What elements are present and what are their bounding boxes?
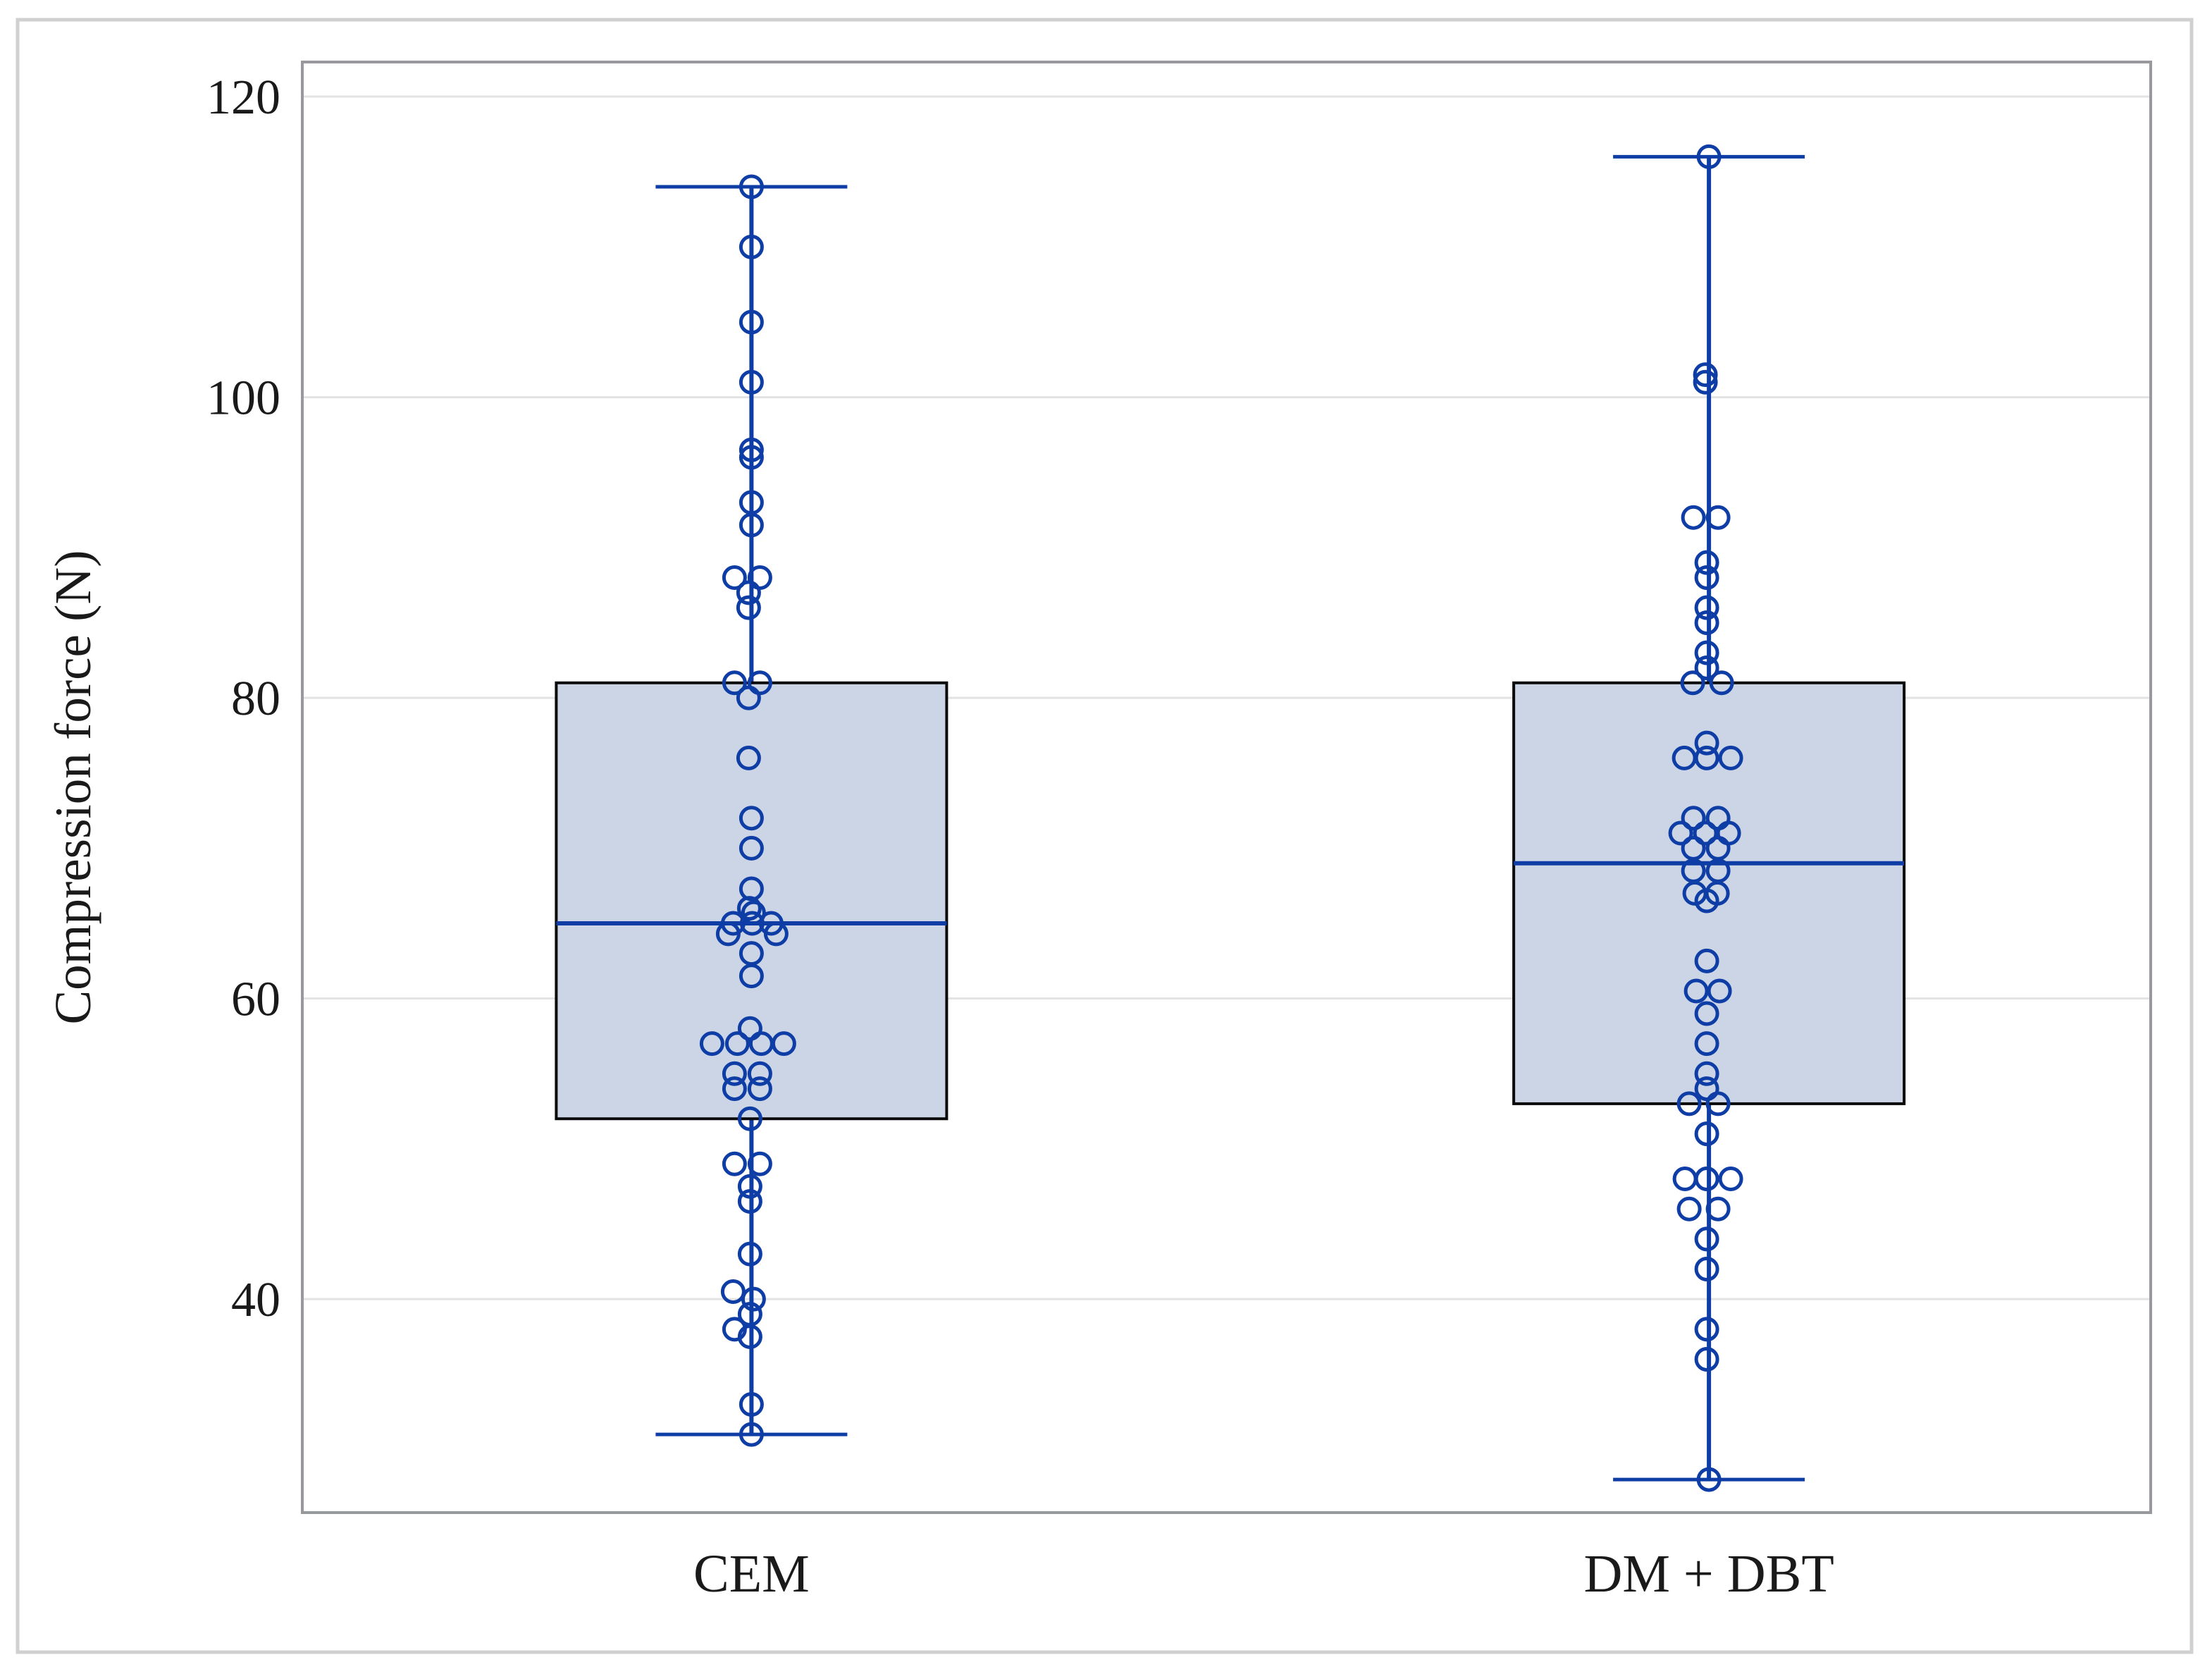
- data-point: [1694, 595, 1719, 620]
- data-point: [763, 921, 789, 947]
- data-point: [1694, 1061, 1719, 1086]
- data-point: [736, 580, 761, 605]
- data-point: [1680, 670, 1705, 696]
- data-point: [722, 1061, 747, 1086]
- data-point: [736, 896, 762, 921]
- data-point: [737, 1324, 762, 1349]
- data-point: [1694, 550, 1719, 575]
- data-point: [739, 445, 764, 470]
- data-point: [1694, 888, 1719, 913]
- data-point: [1694, 565, 1719, 590]
- y-tick-label-100: 100: [206, 371, 280, 425]
- data-point: [739, 512, 764, 538]
- y-tick-label-40: 40: [231, 1273, 280, 1327]
- data-point: [1693, 369, 1718, 395]
- data-point: [737, 1189, 762, 1214]
- data-point: [715, 921, 741, 947]
- figure-border: [16, 18, 2194, 1654]
- data-point: [699, 1031, 724, 1057]
- data-point: [741, 900, 766, 925]
- data-point: [739, 1422, 764, 1447]
- data-point: [1676, 1091, 1702, 1116]
- data-point: [739, 437, 764, 462]
- data-point: [1707, 978, 1732, 1004]
- data-point: [771, 1031, 796, 1057]
- data-point: [1668, 820, 1693, 846]
- plot-frame: [301, 61, 2152, 1514]
- data-point: [739, 174, 764, 199]
- data-point: [739, 369, 764, 395]
- data-point: [739, 1391, 764, 1417]
- data-point: [739, 806, 764, 831]
- data-point: [1694, 1121, 1719, 1147]
- data-point: [736, 685, 761, 710]
- data-point: [1718, 1167, 1743, 1192]
- data-point: [736, 595, 761, 620]
- data-point: [722, 1151, 747, 1176]
- data-point: [741, 1286, 766, 1312]
- data-point: [1694, 1167, 1719, 1192]
- data-point: [724, 1031, 750, 1057]
- data-point: [1681, 505, 1706, 530]
- data-point: [1693, 820, 1718, 846]
- data-point: [1694, 1257, 1719, 1282]
- data-point: [722, 1076, 747, 1102]
- data-point: [1694, 745, 1719, 770]
- data-point: [1694, 730, 1719, 756]
- y-tick-label-120: 120: [206, 70, 280, 125]
- data-point: [1705, 1196, 1731, 1221]
- data-point: [722, 670, 747, 696]
- data-point: [1683, 978, 1709, 1004]
- data-point: [739, 835, 764, 861]
- data-point: [736, 745, 761, 770]
- data-point: [1694, 1346, 1719, 1372]
- x-category-label-1: CEM: [693, 1544, 810, 1604]
- data-point: [747, 1151, 772, 1176]
- y-tick-label-80: 80: [231, 672, 280, 726]
- series-cem: [555, 174, 949, 1447]
- data-point: [1694, 640, 1719, 665]
- data-point: [737, 1106, 762, 1131]
- data-point: [1681, 806, 1706, 831]
- data-point: [739, 911, 765, 936]
- data-point: [1694, 655, 1719, 680]
- data-point: [1694, 610, 1719, 635]
- y-tick-label-60: 60: [231, 972, 280, 1026]
- y-axis-title: Compression force (N): [44, 550, 101, 1024]
- x-category-label-2: DM + DBT: [1583, 1544, 1834, 1604]
- data-point: [739, 964, 764, 989]
- data-point: [1705, 1091, 1731, 1116]
- data-point: [1696, 144, 1722, 169]
- data-point: [722, 565, 747, 590]
- data-point: [747, 1076, 772, 1102]
- data-point: [1694, 948, 1719, 973]
- data-point: [747, 1061, 772, 1086]
- data-point: [1694, 1317, 1719, 1342]
- data-point: [1696, 1467, 1722, 1492]
- data-point: [1709, 670, 1734, 696]
- data-point: [720, 1279, 746, 1305]
- data-point: [1694, 1226, 1719, 1252]
- data-point: [1693, 362, 1718, 388]
- data-point: [1694, 1001, 1719, 1026]
- series-dm-dbt: [1512, 144, 1906, 1492]
- data-point: [739, 234, 764, 259]
- data-point: [737, 1241, 762, 1267]
- data-point: [739, 309, 764, 335]
- data-point: [1705, 505, 1731, 530]
- data-point: [1718, 745, 1743, 770]
- data-point: [737, 1174, 762, 1199]
- data-point: [1694, 1031, 1719, 1057]
- data-point: [1676, 1196, 1702, 1221]
